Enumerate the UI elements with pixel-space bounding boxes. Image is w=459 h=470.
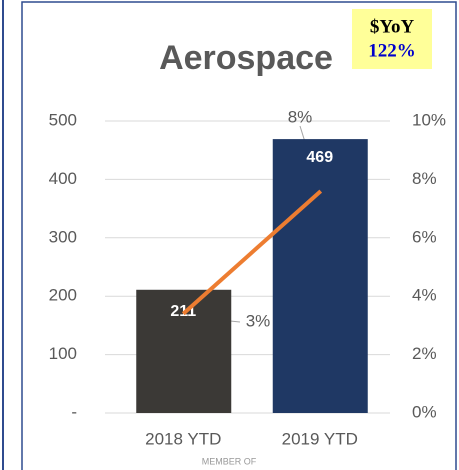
line-value-label: 8% (288, 107, 313, 126)
y2-tick-label: 2% (412, 344, 437, 363)
bar (136, 289, 232, 413)
y-tick-label: 200 (49, 286, 77, 305)
line (181, 189, 323, 316)
y-tick-label: 100 (49, 344, 77, 363)
yoy-box (352, 9, 432, 69)
frame (21, 1, 457, 470)
y2-tick-label: 0% (412, 402, 437, 421)
yoy-title: $YoY (370, 16, 415, 37)
line-value-label: 3% (246, 311, 271, 330)
y2-tick-label: 8% (412, 169, 437, 188)
y-tick-label: - (71, 402, 77, 421)
y2-tick-label: 10% (412, 110, 446, 129)
yoy-value: 122% (368, 40, 416, 61)
y-tick-label: 400 (49, 169, 77, 188)
y2-tick-label: 4% (412, 286, 437, 305)
y2-tick-label: 6% (412, 227, 437, 246)
bar (272, 139, 368, 413)
x-tick-label: 2018 YTD (145, 429, 221, 448)
bar-value-label: 469 (306, 149, 333, 166)
y-tick-label: 500 (49, 110, 77, 129)
footer: MEMBER OF (202, 456, 257, 466)
x-tick-label: 2019 YTD (282, 429, 358, 448)
chart-title: Aerospace (159, 39, 333, 77)
y-tick-label: 300 (49, 227, 77, 246)
